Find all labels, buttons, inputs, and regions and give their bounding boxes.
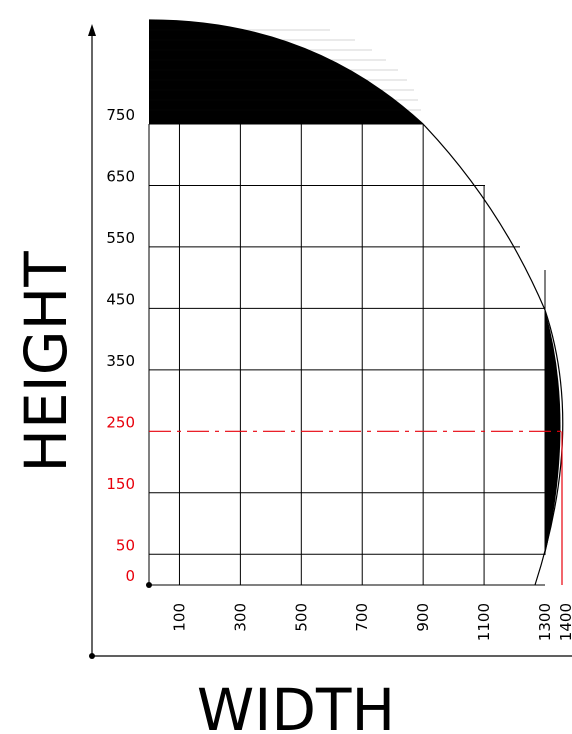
y-tick-labels: 0 50 150 250 350 450 550 650 750: [106, 106, 135, 585]
x-tick-label: 100: [170, 603, 188, 632]
x-tick-label: 700: [353, 603, 371, 632]
x-tick-labels: 100 300 500 700 900 1100 1300 1400: [170, 603, 572, 641]
y-tick-label: 50: [116, 536, 135, 554]
x-tick-label: 1400: [557, 603, 572, 641]
y-tick-label: 0: [125, 567, 135, 585]
x-tick-label: 900: [414, 603, 432, 632]
top-shaded-region: [149, 20, 423, 124]
y-tick-label: 750: [106, 106, 135, 124]
axis-origin-dot: [89, 653, 95, 659]
x-axis-title: WIDTH: [197, 676, 395, 734]
x-tick-label: 300: [231, 603, 249, 632]
grid-origin-dot: [146, 582, 152, 588]
y-axis-arrow-icon: [88, 24, 96, 36]
reference-line-250: [149, 430, 563, 585]
y-tick-label: 550: [106, 229, 135, 247]
grid: [148, 123, 546, 586]
y-tick-label: 350: [106, 352, 135, 370]
y-axis-title: HEIGHT: [12, 251, 80, 473]
x-tick-label: 1300: [536, 603, 554, 641]
y-tick-label: 450: [106, 290, 135, 308]
y-tick-label: 650: [106, 167, 135, 185]
y-tick-label: 250: [106, 413, 135, 431]
y-tick-label: 150: [106, 475, 135, 493]
x-tick-label: 1100: [475, 603, 493, 641]
x-tick-label: 500: [292, 603, 310, 632]
top-shaded-hatch: [149, 29, 421, 111]
right-shaded-region: [545, 310, 561, 555]
